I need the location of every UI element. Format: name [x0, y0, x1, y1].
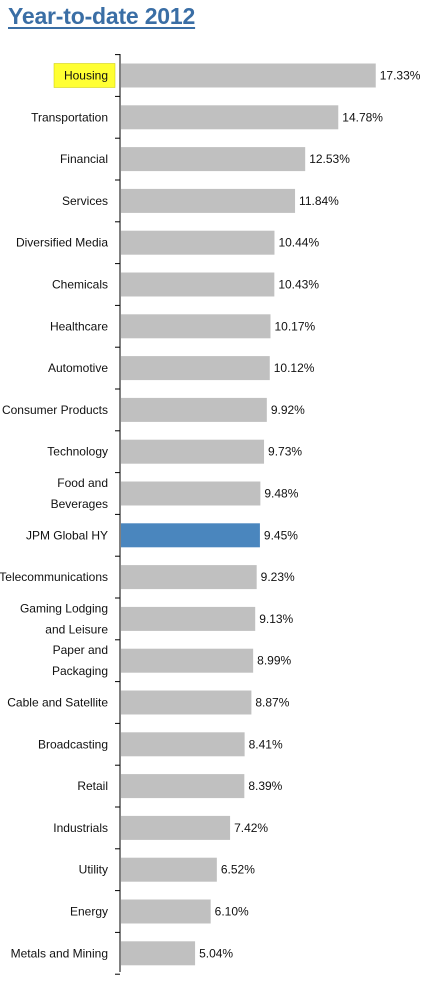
data-label: 7.42%	[234, 821, 268, 835]
category-label: Transportation	[31, 110, 108, 124]
chart-title: Year-to-date 2012	[8, 3, 196, 29]
data-label: 6.10%	[215, 905, 249, 919]
category-label-line: Gaming Lodging	[20, 601, 108, 615]
data-label: 14.78%	[342, 110, 383, 124]
data-label: 11.84%	[299, 194, 339, 208]
category-label: Services	[62, 194, 108, 208]
bar	[121, 314, 271, 339]
data-label: 5.04%	[199, 946, 233, 960]
category-label: Consumer Products	[2, 403, 108, 417]
category-label: Paper and Packaging	[52, 643, 108, 678]
category-label: Energy	[70, 905, 108, 919]
data-label: 6.52%	[221, 863, 255, 877]
bar	[121, 857, 217, 882]
category-label: Automotive	[48, 361, 108, 375]
category-label: Technology	[47, 445, 108, 459]
data-label: 8.39%	[248, 779, 282, 793]
category-label: Chemicals	[52, 278, 108, 292]
data-label: 12.53%	[309, 152, 350, 166]
data-label: 9.45%	[264, 528, 298, 542]
label-highlight	[53, 63, 116, 88]
bar	[121, 481, 261, 506]
data-label: 9.23%	[261, 570, 295, 584]
bar	[121, 105, 339, 130]
bar	[121, 523, 260, 548]
category-label: Metals and Mining	[11, 946, 108, 960]
bar	[121, 732, 245, 757]
category-label-line: Beverages	[51, 497, 108, 511]
bar	[121, 648, 254, 673]
category-label: Utility	[79, 863, 108, 877]
bar	[121, 397, 267, 422]
bar	[121, 147, 306, 172]
bar	[121, 606, 256, 631]
data-label: 10.44%	[278, 236, 319, 250]
bar	[121, 230, 275, 255]
category-label: Financial	[60, 152, 108, 166]
bar	[121, 565, 257, 590]
bar	[121, 815, 231, 840]
bar	[121, 774, 245, 799]
data-label: 9.48%	[264, 487, 298, 501]
category-label: Cable and Satellite	[7, 696, 108, 710]
data-label: 10.43%	[278, 278, 319, 292]
category-label-line: Food and	[57, 476, 108, 490]
category-label: Broadcasting	[38, 737, 108, 751]
data-label: 10.12%	[274, 361, 315, 375]
data-label: 8.99%	[257, 654, 291, 668]
data-label: 9.13%	[259, 612, 293, 626]
category-label: JPM Global HY	[26, 528, 108, 542]
category-label: Gaming Lodging and Leisure	[20, 601, 108, 636]
category-label: Diversified Media	[16, 236, 108, 250]
category-label: Healthcare	[50, 319, 108, 333]
category-label: Retail	[77, 779, 108, 793]
category-label: Housing	[64, 69, 108, 83]
category-label: Telecommunications	[0, 570, 108, 584]
bar	[121, 272, 275, 297]
category-label-line: Paper and	[53, 643, 108, 657]
category-label-line: and Leisure	[45, 622, 108, 636]
category-label: Food and Beverages	[51, 476, 108, 511]
category-label: Industrials	[53, 821, 108, 835]
data-label: 8.41%	[249, 737, 283, 751]
category-label-line: Packaging	[52, 664, 108, 678]
bar	[121, 188, 296, 213]
bar	[121, 690, 252, 715]
bar	[121, 439, 265, 464]
data-label: 8.87%	[255, 696, 289, 710]
bar	[121, 899, 211, 924]
bar	[121, 356, 270, 381]
data-label: 9.92%	[271, 403, 305, 417]
data-label: 17.33%	[380, 69, 421, 83]
bar	[121, 63, 376, 88]
data-label: 9.73%	[268, 445, 302, 459]
data-label: 10.17%	[274, 319, 315, 333]
bar	[121, 941, 196, 966]
